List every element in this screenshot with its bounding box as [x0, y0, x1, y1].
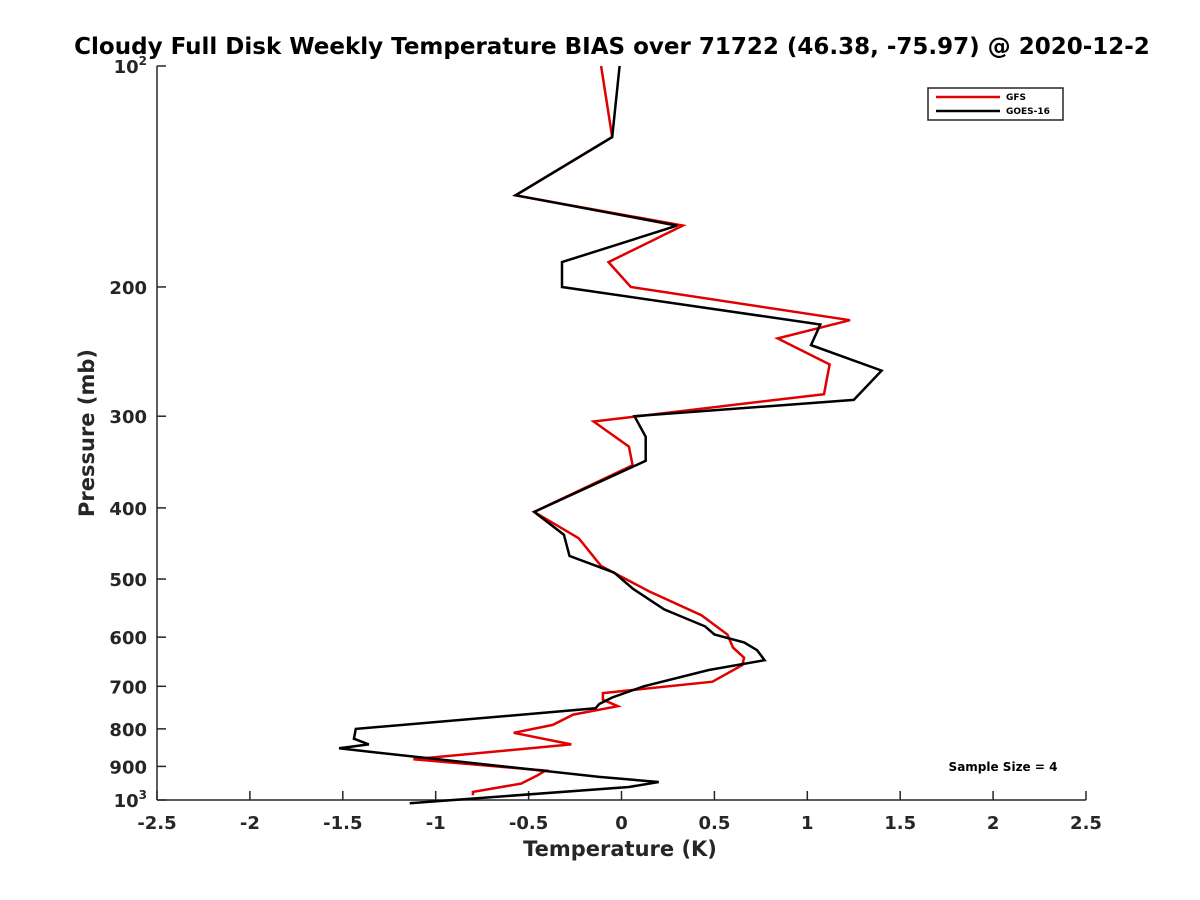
y-tick-label: 600: [109, 628, 147, 649]
y-tick-label: 700: [109, 677, 147, 698]
y-tick-label: 200: [109, 278, 147, 299]
series-layer: [338, 65, 884, 805]
x-tick-label: -1: [426, 813, 446, 834]
y-tick-label: 500: [109, 570, 147, 591]
x-tick-label: -2.5: [137, 813, 176, 834]
legend: GFS GOES-16: [927, 87, 1064, 121]
legend-box: [927, 87, 1064, 121]
y-tick-label: 300: [109, 407, 147, 428]
x-tick-label: 2.5: [1070, 813, 1102, 834]
axes: -2.5 -2 -1.5 -1 -0.5 0 0.5 1 1.5 2 2.5102200300400…: [109, 54, 1102, 834]
legend-label: GOES-16: [1006, 107, 1050, 117]
x-tick-label: -1.5: [323, 813, 362, 834]
y-tick-label: 102: [114, 54, 147, 78]
legend-label: GFS: [1006, 93, 1026, 103]
x-tick-label: 2: [987, 813, 1000, 834]
series-line-gfs: [413, 65, 851, 796]
y-tick-label: 103: [114, 788, 147, 812]
y-tick-label: 800: [109, 720, 147, 741]
x-tick-label: -2: [240, 813, 260, 834]
y-tick-base: 10: [114, 791, 139, 812]
x-axis-label: Temperature (K): [523, 837, 717, 861]
series-line-goes-16: [338, 65, 884, 805]
y-tick-exponent: 3: [139, 788, 147, 802]
y-tick-base: 10: [114, 57, 139, 78]
y-tick-label: 900: [109, 757, 147, 778]
y-tick-label: 400: [109, 499, 147, 520]
y-tick-exponent: 2: [139, 54, 147, 68]
x-tick-label: 0: [615, 813, 628, 834]
x-tick-label: 1.5: [884, 813, 916, 834]
x-tick-label: 0.5: [698, 813, 730, 834]
x-tick-label: -0.5: [509, 813, 548, 834]
chart-title: Cloudy Full Disk Weekly Temperature BIAS…: [74, 34, 1150, 60]
sample-size-annotation: Sample Size = 4: [949, 760, 1058, 774]
y-axis-label: Pressure (mb): [75, 349, 99, 517]
x-tick-label: 1: [801, 813, 814, 834]
